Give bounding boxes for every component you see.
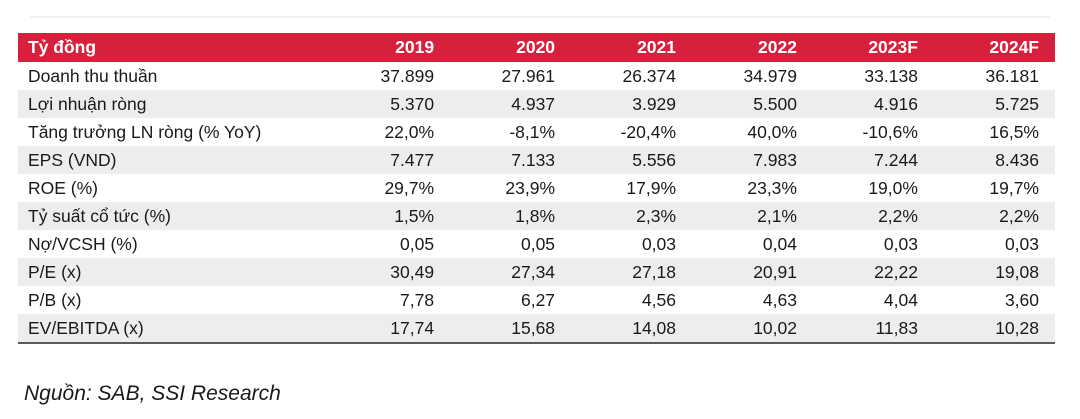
value-cell: 7.244 xyxy=(874,149,918,170)
value-cell: 6,27 xyxy=(520,289,556,310)
value-cell: -8,1% xyxy=(509,121,556,142)
value-cell: 37.899 xyxy=(380,65,435,86)
value-cell: 17,9% xyxy=(626,177,677,198)
row-label: P/E (x) xyxy=(28,261,82,282)
value-cell: 17,74 xyxy=(390,317,435,338)
value-cell: 10,02 xyxy=(753,317,797,338)
table-row: P/E (x) 30,49 27,34 27,18 20,91 22,22 19,08 xyxy=(18,258,1055,286)
value-cell: 2,2% xyxy=(999,205,1039,226)
value-cell: 7.133 xyxy=(511,149,556,170)
row-label: Lợi nhuận ròng xyxy=(28,93,147,114)
value-cell: 22,0% xyxy=(384,121,435,142)
value-cell: 19,08 xyxy=(995,261,1039,282)
value-cell: 3,60 xyxy=(1004,289,1039,310)
value-cell: 1,5% xyxy=(394,205,435,226)
year-column-header: 2024F xyxy=(933,33,1055,62)
year-column-header: 2021 xyxy=(571,33,693,62)
value-cell: -10,6% xyxy=(862,121,918,142)
value-cell: 7,78 xyxy=(400,289,435,310)
value-cell: 4.916 xyxy=(874,93,918,114)
value-cell: 4,63 xyxy=(762,289,797,310)
table-row: Lợi nhuận ròng 5.370 4.937 3.929 5.500 4.916 5… xyxy=(18,90,1055,118)
value-cell: 20,91 xyxy=(753,261,797,282)
value-cell: 7.477 xyxy=(390,149,435,170)
row-label: Doanh thu thuần xyxy=(28,65,158,86)
year-column-header: 2023F xyxy=(812,33,934,62)
value-cell: 16,5% xyxy=(989,121,1039,142)
table-row: P/B (x) 7,78 6,27 4,56 4,63 4,04 3,60 xyxy=(18,286,1055,314)
row-label: Tăng trưởng LN ròng (% YoY) xyxy=(28,121,262,142)
value-cell: 2,2% xyxy=(878,205,918,226)
table-row: Tỷ suất cổ tức (%) 1,5% 1,8% 2,3% 2,1% 2,2% 2,… xyxy=(18,202,1055,230)
value-cell: 8.436 xyxy=(995,149,1039,170)
source-note: Nguồn: SAB, SSI Research xyxy=(24,382,281,405)
value-cell: 14,08 xyxy=(632,317,677,338)
row-label: Nợ/VCSH (%) xyxy=(28,233,138,254)
value-cell: 0,05 xyxy=(520,233,556,254)
value-cell: 0,03 xyxy=(883,233,918,254)
value-cell: 4.937 xyxy=(511,93,556,114)
value-cell: 27.961 xyxy=(501,65,556,86)
row-label: EPS (VND) xyxy=(28,149,117,170)
value-cell: 5.556 xyxy=(632,149,677,170)
value-cell: 15,68 xyxy=(511,317,556,338)
value-cell: 3.929 xyxy=(632,93,677,114)
value-cell: 30,49 xyxy=(390,261,435,282)
row-label: ROE (%) xyxy=(28,177,98,198)
value-cell: 2,3% xyxy=(636,205,677,226)
value-cell: 0,03 xyxy=(641,233,677,254)
value-cell: 23,9% xyxy=(505,177,556,198)
year-column-header: 2022 xyxy=(692,33,813,62)
row-label: Tỷ suất cổ tức (%) xyxy=(28,205,171,226)
value-cell: 11,83 xyxy=(875,317,918,338)
value-cell: 23,3% xyxy=(747,177,797,198)
table-body: Doanh thu thuần 37.899 27.961 26.374 34.979 3… xyxy=(18,62,1055,343)
value-cell: 7.983 xyxy=(753,149,797,170)
table-row: Tăng trưởng LN ròng (% YoY) 22,0% -8,1% -20… xyxy=(18,118,1055,146)
value-cell: 22,22 xyxy=(874,261,918,282)
value-cell: 0,05 xyxy=(400,233,435,254)
top-divider-line xyxy=(30,16,1050,18)
value-cell: 1,8% xyxy=(515,205,556,226)
value-cell: 34.979 xyxy=(743,65,797,86)
value-cell: 29,7% xyxy=(384,177,435,198)
financial-summary-table-container: Tỷ đồng 2019 2020 2021 2022 2023F 2024F Doanh… xyxy=(18,33,1055,344)
value-cell: 27,18 xyxy=(632,261,677,282)
value-cell: 36.181 xyxy=(985,65,1039,86)
value-cell: 5.500 xyxy=(753,93,797,114)
value-cell: 19,0% xyxy=(868,177,918,198)
year-column-header: 2019 xyxy=(329,33,451,62)
value-cell: 5.725 xyxy=(995,93,1039,114)
value-cell: 19,7% xyxy=(989,177,1039,198)
row-label: EV/EBITDA (x) xyxy=(28,317,144,338)
table-row: EV/EBITDA (x) 17,74 15,68 14,08 10,02 11,83 10… xyxy=(18,314,1055,343)
value-cell: 4,56 xyxy=(641,289,677,310)
row-label: P/B (x) xyxy=(28,289,82,310)
value-cell: 33.138 xyxy=(864,65,918,86)
value-cell: 5.370 xyxy=(390,93,435,114)
year-column-header: 2020 xyxy=(450,33,572,62)
header-row: Tỷ đồng 2019 2020 2021 2022 2023F 2024F xyxy=(18,33,1055,62)
unit-label-header: Tỷ đồng xyxy=(18,33,330,62)
table-row: ROE (%) 29,7% 23,9% 17,9% 23,3% 19,0% 19,7% xyxy=(18,174,1055,202)
value-cell: 0,04 xyxy=(762,233,797,254)
financial-summary-table: Tỷ đồng 2019 2020 2021 2022 2023F 2024F Doanh… xyxy=(18,33,1055,344)
table-header: Tỷ đồng 2019 2020 2021 2022 2023F 2024F xyxy=(18,33,1055,62)
value-cell: 10,28 xyxy=(995,317,1039,338)
value-cell: 2,1% xyxy=(757,205,797,226)
value-cell: 4,04 xyxy=(883,289,918,310)
value-cell: 27,34 xyxy=(511,261,556,282)
value-cell: 0,03 xyxy=(1004,233,1039,254)
table-row: EPS (VND) 7.477 7.133 5.556 7.983 7.244 8.436 xyxy=(18,146,1055,174)
value-cell: 40,0% xyxy=(747,121,797,142)
table-row: Nợ/VCSH (%) 0,05 0,05 0,03 0,04 0,03 0,03 xyxy=(18,230,1055,258)
value-cell: -20,4% xyxy=(620,121,677,142)
table-row: Doanh thu thuần 37.899 27.961 26.374 34.979 3… xyxy=(18,62,1055,90)
value-cell: 26.374 xyxy=(622,65,677,86)
